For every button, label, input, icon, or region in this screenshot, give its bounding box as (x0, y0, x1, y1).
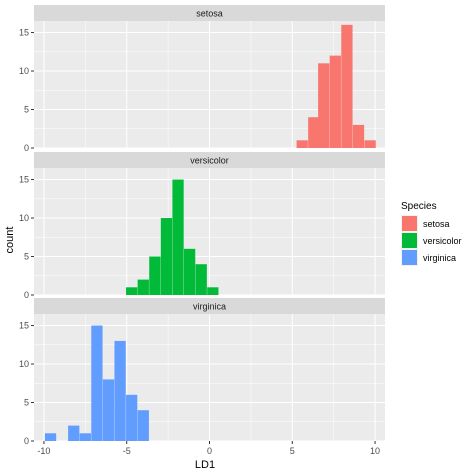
facet-panels: setosa 0 5 10 15 versicolor 0 5 10 15 virginica 0 5 1… (19, 5, 385, 446)
histogram-bar (352, 124, 365, 148)
legend-swatch (402, 233, 417, 248)
y-tick-label: 15 (19, 28, 29, 38)
x-axis: -10 -5 0 5 10 (37, 441, 380, 456)
legend-item-virginica: virginica (401, 249, 456, 266)
y-tick-label: 0 (24, 436, 29, 446)
legend-label: setosa (423, 219, 450, 229)
facet-panel-versicolor: versicolor 0 5 10 15 (19, 152, 385, 300)
y-tick-label: 5 (24, 252, 29, 262)
histogram-bar (137, 410, 149, 441)
legend-swatch (402, 216, 417, 231)
y-tick-label: 5 (24, 398, 29, 408)
histogram-bar (172, 179, 184, 295)
y-tick-label: 5 (24, 105, 29, 115)
x-tick-label: -5 (123, 446, 131, 456)
legend-title: Species (401, 201, 437, 212)
y-tick-label: 0 (24, 143, 29, 153)
y-axis: 0 5 10 15 (19, 321, 34, 446)
histogram-bars-virginica (44, 325, 149, 441)
histogram-bar (126, 287, 138, 295)
y-axis: 0 5 10 15 (19, 28, 34, 153)
y-tick-label: 10 (19, 213, 29, 223)
x-tick-label: 10 (370, 446, 380, 456)
histogram-bar (114, 340, 126, 441)
x-tick-label: -10 (37, 446, 50, 456)
histogram-bar (329, 55, 341, 148)
histogram-bar (160, 218, 173, 295)
histogram-bar (364, 140, 376, 148)
facet-strip (34, 152, 385, 168)
histogram-bars-setosa (296, 24, 376, 149)
facet-strip (34, 5, 385, 21)
x-axis-title: LD1 (195, 459, 215, 471)
y-tick-label: 15 (19, 321, 29, 331)
histogram-bar (79, 433, 91, 441)
histogram-bar (308, 117, 320, 148)
histogram-bar (296, 140, 308, 148)
histogram-bar (318, 63, 330, 149)
y-tick-label: 10 (19, 359, 29, 369)
histogram-bar (102, 379, 115, 441)
legend-item-setosa: setosa (401, 215, 450, 232)
x-tick-label: 5 (290, 446, 295, 456)
legend-swatch (402, 250, 417, 265)
y-tick-label: 0 (24, 290, 29, 300)
x-tick-label: 0 (207, 446, 212, 456)
legend-label: versicolor (423, 236, 462, 246)
facet-strip-label: setosa (196, 9, 223, 19)
y-tick-label: 10 (19, 66, 29, 76)
facet-strip-label: versicolor (190, 156, 229, 166)
y-tick-label: 15 (19, 175, 29, 185)
histogram-bar (149, 256, 161, 295)
legend-item-versicolor: versicolor (401, 232, 462, 249)
histogram-bars-versicolor (126, 179, 219, 295)
histogram-bar (195, 264, 207, 295)
histogram-bar (207, 287, 219, 295)
histogram-bar (184, 248, 196, 295)
facet-strip (34, 298, 385, 314)
histogram-bar (44, 433, 57, 441)
facet-panel-setosa: setosa 0 5 10 15 (19, 5, 385, 153)
histogram-bar (68, 425, 80, 441)
histogram-bar (341, 24, 353, 149)
histogram-bar (137, 279, 149, 295)
y-axis-title: count (4, 227, 16, 254)
facet-panel-virginica: virginica 0 5 10 15 (19, 298, 385, 446)
y-axis: 0 5 10 15 (19, 175, 34, 300)
grid-lines (34, 168, 385, 296)
facet-strip-label: virginica (193, 302, 226, 312)
histogram-bar (126, 394, 138, 441)
legend-label: virginica (423, 253, 456, 263)
histogram-bar (91, 325, 103, 441)
legend: Species setosa versicolor virginica (401, 201, 462, 266)
